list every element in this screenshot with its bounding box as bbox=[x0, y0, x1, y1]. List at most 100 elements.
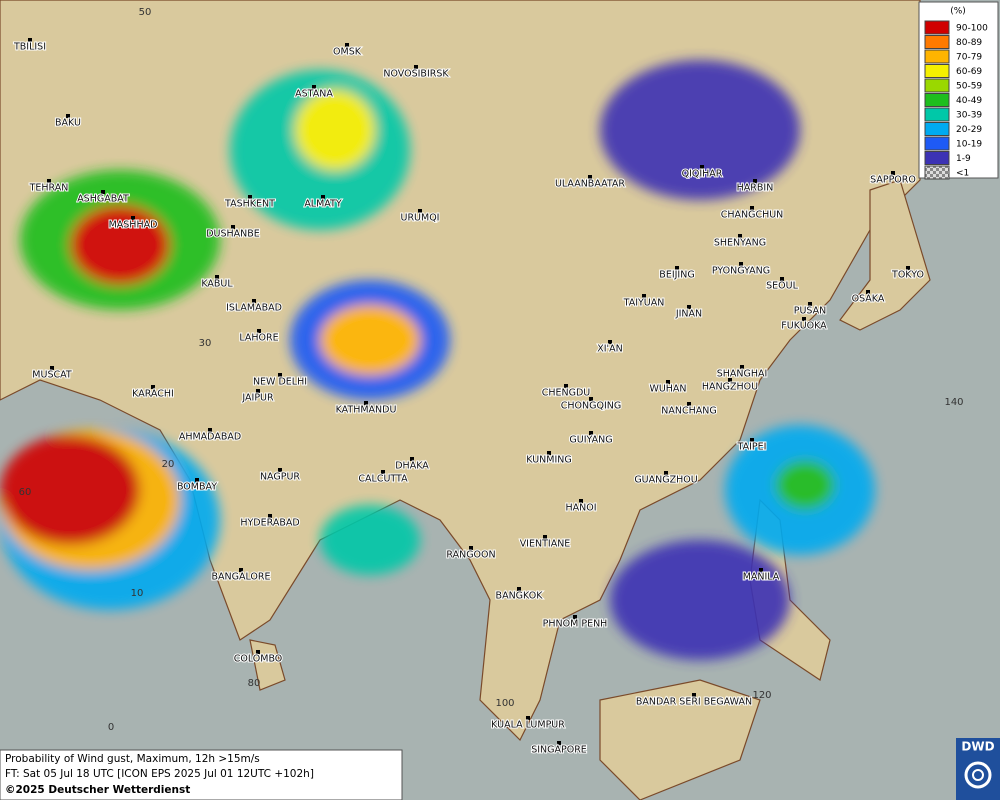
legend: (%) 90-100 80-89 70-79 60-69 50-59 40-49 30-39… bbox=[918, 1, 999, 180]
city-label: RANGOON bbox=[446, 550, 495, 561]
city-dot bbox=[410, 457, 414, 461]
grid-label: 120 bbox=[752, 690, 771, 701]
city-label: TAIPEI bbox=[737, 442, 767, 453]
city-label: TAIYUAN bbox=[623, 298, 665, 309]
logo: DWD bbox=[956, 738, 1000, 800]
legend-swatch bbox=[924, 78, 950, 93]
footer: Probability of Wind gust, Maximum, 12h >… bbox=[0, 749, 403, 800]
city-dot bbox=[418, 209, 422, 213]
city-label: LAHORE bbox=[239, 333, 278, 344]
footer-line: FT: Sat 05 Jul 18 UTC [ICON EPS 2025 Jul… bbox=[5, 768, 314, 780]
city-label: SEOUL bbox=[766, 281, 798, 292]
city-label: GUANGZHOU bbox=[634, 475, 697, 486]
city-label: ASTANA bbox=[295, 89, 333, 100]
city-label: COLOMBO bbox=[234, 654, 283, 665]
legend-label: 70-79 bbox=[956, 53, 982, 63]
city-label: BAKU bbox=[55, 118, 81, 129]
grid-label: 0 bbox=[108, 722, 114, 733]
city-dot bbox=[589, 431, 593, 435]
city-dot bbox=[47, 179, 51, 183]
city-label: WUHAN bbox=[649, 384, 686, 395]
legend-swatch bbox=[924, 136, 950, 151]
legend-swatch bbox=[924, 107, 950, 122]
city-dot bbox=[753, 179, 757, 183]
city-dot bbox=[151, 385, 155, 389]
legend-swatch bbox=[924, 20, 950, 35]
city-label: MANILA bbox=[743, 572, 780, 583]
city-dot bbox=[608, 340, 612, 344]
city-dot bbox=[239, 568, 243, 572]
city-dot bbox=[666, 380, 670, 384]
city-label: PHNOM PENH bbox=[543, 619, 608, 630]
city-label: URUMQI bbox=[401, 213, 440, 224]
legend-label: 60-69 bbox=[956, 67, 982, 77]
legend-swatch bbox=[924, 165, 950, 180]
legend-swatch bbox=[924, 93, 950, 107]
legend-label: 90-100 bbox=[956, 24, 988, 34]
city-dot bbox=[131, 216, 135, 220]
city-label: ULAANBAATAR bbox=[555, 179, 625, 190]
city-dot bbox=[573, 615, 577, 619]
legend-label: 40-49 bbox=[956, 96, 982, 106]
city-dot bbox=[278, 373, 282, 377]
city-labels: OMSK NOVOSIBIRSK ASTANA TBILISI BAKU TEHRAN AS… bbox=[12, 38, 925, 757]
city-label: HARBIN bbox=[737, 183, 774, 194]
city-dot bbox=[364, 401, 368, 405]
city-label: NANCHANG bbox=[661, 406, 716, 417]
city-label: TBILISI bbox=[13, 42, 46, 53]
probability-areas bbox=[0, 60, 875, 660]
city-label: KARACHI bbox=[132, 389, 174, 400]
city-label: SAPPORO bbox=[870, 175, 916, 186]
city-dot bbox=[414, 65, 418, 69]
city-dot bbox=[891, 171, 895, 175]
city-label: HANGZHOU bbox=[702, 382, 758, 393]
city-label: JAIPUR bbox=[241, 393, 274, 404]
city-label: KABUL bbox=[201, 279, 233, 290]
legend-label: 80-89 bbox=[956, 38, 982, 48]
city-dot bbox=[588, 175, 592, 179]
city-label: TOKYO bbox=[891, 270, 924, 281]
city-label: BANGKOK bbox=[496, 591, 544, 602]
city-dot bbox=[675, 266, 679, 270]
city-dot bbox=[740, 365, 744, 369]
city-dot bbox=[345, 43, 349, 47]
legend-swatch bbox=[924, 49, 950, 64]
city-dot bbox=[268, 514, 272, 518]
city-label: PYONGYANG bbox=[712, 266, 770, 277]
city-label: NAGPUR bbox=[260, 472, 300, 483]
city-dot bbox=[739, 262, 743, 266]
city-label: CHANGCHUN bbox=[721, 210, 784, 221]
city-label: CHONGQING bbox=[561, 401, 621, 412]
city-dot bbox=[557, 741, 561, 745]
city-dot bbox=[526, 716, 530, 720]
city-dot bbox=[759, 568, 763, 572]
city-label: KATHMANDU bbox=[336, 405, 397, 416]
city-dot bbox=[738, 234, 742, 238]
city-label: BANDAR SERI BEGAWAN bbox=[636, 697, 752, 708]
legend-swatch bbox=[924, 122, 950, 136]
city-label: NOVOSIBIRSK bbox=[383, 69, 449, 80]
city-dot bbox=[278, 468, 282, 472]
city-label: JINAN bbox=[675, 309, 702, 320]
city-label: ISLAMABAD bbox=[226, 303, 282, 314]
city-dot bbox=[381, 470, 385, 474]
city-dot bbox=[517, 587, 521, 591]
legend-title: (%) bbox=[950, 7, 966, 17]
city-dot bbox=[66, 114, 70, 118]
city-label: AHMADABAD bbox=[179, 432, 241, 443]
city-label: XI'AN bbox=[597, 344, 623, 355]
city-dot bbox=[802, 317, 806, 321]
city-label: SINGAPORE bbox=[531, 745, 587, 756]
grid-label: 140 bbox=[944, 397, 963, 408]
city-label: OSAKA bbox=[852, 294, 885, 305]
city-label: PUSAN bbox=[794, 306, 827, 317]
city-dot bbox=[687, 402, 691, 406]
legend-label: 50-59 bbox=[956, 82, 982, 92]
grid-label: 20 bbox=[162, 459, 175, 470]
city-dot bbox=[808, 302, 812, 306]
city-dot bbox=[906, 266, 910, 270]
city-label: VIENTIANE bbox=[520, 539, 571, 550]
city-label: SHANGHAI bbox=[717, 369, 768, 380]
city-label: MASHHAD bbox=[109, 220, 158, 231]
city-dot bbox=[208, 428, 212, 432]
